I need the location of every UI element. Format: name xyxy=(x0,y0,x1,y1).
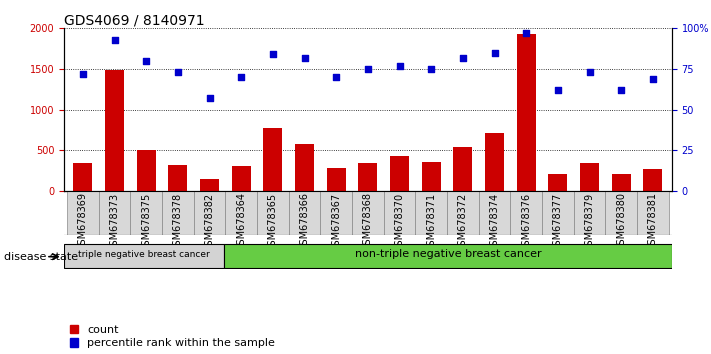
Point xyxy=(457,55,469,61)
Text: GSM678371: GSM678371 xyxy=(427,193,437,252)
FancyBboxPatch shape xyxy=(542,191,574,235)
Bar xyxy=(643,169,663,191)
Point xyxy=(172,69,183,75)
Text: GSM678380: GSM678380 xyxy=(616,193,626,251)
Bar xyxy=(200,178,219,191)
FancyBboxPatch shape xyxy=(289,191,321,235)
FancyBboxPatch shape xyxy=(225,191,257,235)
Point xyxy=(77,71,89,77)
Text: GSM678375: GSM678375 xyxy=(141,193,151,252)
Text: GSM678373: GSM678373 xyxy=(109,193,119,252)
Text: GSM678376: GSM678376 xyxy=(521,193,531,252)
Bar xyxy=(232,166,251,191)
FancyBboxPatch shape xyxy=(510,191,542,235)
Point xyxy=(362,66,374,72)
Point xyxy=(235,74,247,80)
Bar xyxy=(548,174,567,191)
Text: triple negative breast cancer: triple negative breast cancer xyxy=(78,250,210,259)
Bar xyxy=(580,164,599,191)
Text: GSM678364: GSM678364 xyxy=(236,193,246,251)
Point xyxy=(331,74,342,80)
Text: GSM678366: GSM678366 xyxy=(299,193,309,251)
FancyBboxPatch shape xyxy=(605,191,637,235)
Point xyxy=(141,58,152,64)
FancyBboxPatch shape xyxy=(321,191,352,235)
Bar xyxy=(264,129,282,191)
Bar xyxy=(137,150,156,191)
Text: GSM678365: GSM678365 xyxy=(268,193,278,252)
FancyBboxPatch shape xyxy=(67,191,99,235)
FancyBboxPatch shape xyxy=(131,191,162,235)
Point xyxy=(520,30,532,36)
Text: GSM678368: GSM678368 xyxy=(363,193,373,251)
Bar xyxy=(454,147,472,191)
Bar xyxy=(295,144,314,191)
FancyBboxPatch shape xyxy=(447,191,479,235)
Text: GSM678382: GSM678382 xyxy=(205,193,215,252)
FancyBboxPatch shape xyxy=(162,191,194,235)
Bar xyxy=(485,132,504,191)
Text: GSM678377: GSM678377 xyxy=(553,193,563,252)
Point xyxy=(489,50,501,56)
FancyBboxPatch shape xyxy=(257,191,289,235)
Text: non-triple negative breast cancer: non-triple negative breast cancer xyxy=(355,250,541,259)
Text: GSM678370: GSM678370 xyxy=(395,193,405,252)
FancyBboxPatch shape xyxy=(352,191,384,235)
Text: GSM678374: GSM678374 xyxy=(490,193,500,252)
FancyBboxPatch shape xyxy=(384,191,415,235)
Text: GSM678369: GSM678369 xyxy=(78,193,88,251)
FancyBboxPatch shape xyxy=(415,191,447,235)
FancyBboxPatch shape xyxy=(224,244,672,268)
Point xyxy=(109,37,120,42)
Text: GSM678378: GSM678378 xyxy=(173,193,183,252)
FancyBboxPatch shape xyxy=(479,191,510,235)
FancyBboxPatch shape xyxy=(64,244,224,268)
Point xyxy=(647,76,658,82)
Text: GSM678381: GSM678381 xyxy=(648,193,658,251)
Point xyxy=(299,55,310,61)
Text: GSM678379: GSM678379 xyxy=(584,193,594,252)
Point xyxy=(267,52,279,57)
Bar xyxy=(358,164,378,191)
Bar xyxy=(105,70,124,191)
Bar xyxy=(390,156,409,191)
Text: GDS4069 / 8140971: GDS4069 / 8140971 xyxy=(64,13,205,27)
Bar xyxy=(327,168,346,191)
Text: GSM678372: GSM678372 xyxy=(458,193,468,252)
Bar xyxy=(422,162,441,191)
Bar xyxy=(169,165,188,191)
Point xyxy=(426,66,437,72)
Point xyxy=(584,69,595,75)
Point xyxy=(616,87,627,93)
Text: disease state: disease state xyxy=(4,252,77,262)
FancyBboxPatch shape xyxy=(574,191,605,235)
FancyBboxPatch shape xyxy=(637,191,669,235)
Point xyxy=(204,96,215,101)
FancyBboxPatch shape xyxy=(194,191,225,235)
Bar xyxy=(611,174,631,191)
Bar xyxy=(517,34,536,191)
Text: GSM678367: GSM678367 xyxy=(331,193,341,252)
Point xyxy=(394,63,405,69)
Legend: count, percentile rank within the sample: count, percentile rank within the sample xyxy=(70,325,275,348)
FancyBboxPatch shape xyxy=(99,191,131,235)
Point xyxy=(552,87,564,93)
Bar xyxy=(73,164,92,191)
